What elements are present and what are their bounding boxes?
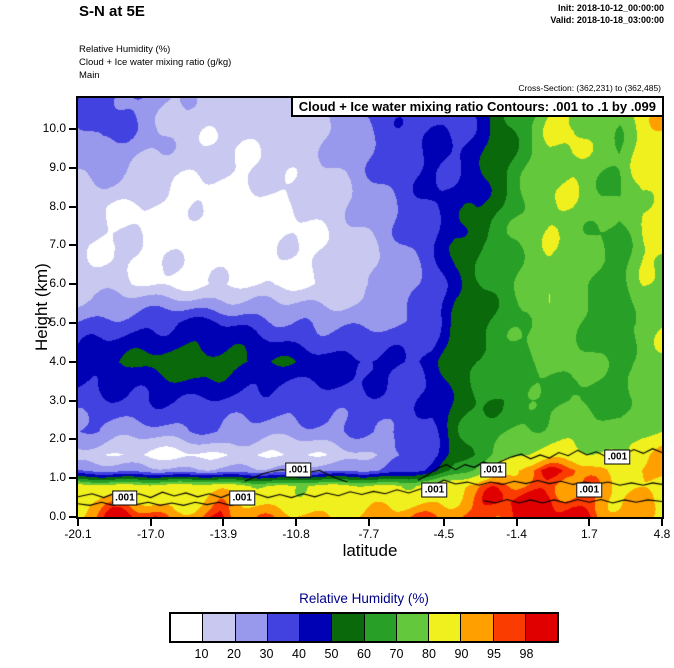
y-tick-label: 10.0 <box>42 121 66 136</box>
field-legend-block: Relative Humidity (%) Cloud + Ice water … <box>79 44 231 82</box>
x-tick-label: -4.5 <box>433 527 455 541</box>
colorbar-tick-label: 80 <box>422 647 436 661</box>
x-tick-mark <box>442 519 445 526</box>
y-tick-label: 1.0 <box>49 470 66 485</box>
colorbar-swatch <box>460 614 493 641</box>
x-tick-label: -10.8 <box>282 527 310 541</box>
colorbar-swatch <box>363 614 396 641</box>
x-tick-label: 1.7 <box>580 527 598 541</box>
valid-time: Valid: 2018-10-18_03:00:00 <box>550 14 664 25</box>
colorbar-swatch <box>524 614 557 641</box>
colorbar-swatch <box>492 614 525 641</box>
colorbar: Relative Humidity (%) 10 20 30 40 50 60 70 80 90… <box>169 591 559 663</box>
colorbar-swatch <box>428 614 461 641</box>
y-tick-label: 4.0 <box>49 353 66 368</box>
colorbar-tick-label: 95 <box>487 647 501 661</box>
y-tick-mark <box>69 166 76 169</box>
init-time: Init: 2018-10-12_00:00:00 <box>557 3 664 13</box>
y-tick-mark <box>69 205 76 208</box>
colorbar-swatches <box>169 612 559 643</box>
y-tick-mark <box>69 477 76 480</box>
x-tick-mark <box>149 519 152 526</box>
y-tick-mark <box>69 438 76 441</box>
colorbar-title: Relative Humidity (%) <box>299 591 429 606</box>
colorbar-tick-label: 60 <box>357 647 371 661</box>
rh-field-canvas <box>78 98 662 517</box>
cross-section-note: Cross-Section: (362,231) to (362,485) <box>518 83 661 93</box>
colorbar-swatch <box>234 614 267 641</box>
x-tick-mark <box>588 519 591 526</box>
colorbar-labels: 10 20 30 40 50 60 70 80 90 95 98 <box>169 647 559 663</box>
x-tick-mark <box>515 519 518 526</box>
colorbar-swatch <box>331 614 364 641</box>
colorbar-swatch <box>266 614 299 641</box>
x-tick-label: -7.7 <box>358 527 380 541</box>
contour-value-label: .001 <box>576 482 603 498</box>
y-tick-label: 2.0 <box>49 431 66 446</box>
y-tick-mark <box>69 322 76 325</box>
field-rh-label: Relative Humidity (%) <box>79 44 171 55</box>
y-tick-mark <box>69 128 76 131</box>
y-tick-mark <box>69 516 76 518</box>
init-valid-block: Init: 2018-10-12_00:00:00 Valid: 2018-10… <box>550 3 664 26</box>
y-tick-mark <box>69 283 76 286</box>
y-tick-mark <box>69 360 76 363</box>
contour-value-label: .001 <box>421 482 448 498</box>
y-tick-label: 0.0 <box>49 509 66 523</box>
colorbar-swatch <box>171 614 203 641</box>
y-tick-label: 9.0 <box>49 159 66 174</box>
x-tick-mark <box>222 519 225 526</box>
x-tick-label: -20.1 <box>64 527 92 541</box>
domain-label: Main <box>79 69 100 81</box>
colorbar-tick-label: 90 <box>454 647 469 661</box>
contour-value-label: .001 <box>285 462 312 478</box>
figure-title: S-N at 5E <box>79 3 145 20</box>
colorbar-tick-label: 20 <box>227 647 241 661</box>
x-tick-label: -13.9 <box>209 527 238 541</box>
y-tick-label: 8.0 <box>49 198 66 213</box>
contour-value-label: .001 <box>112 490 138 506</box>
colorbar-swatch <box>299 614 332 641</box>
plot-area: Cloud + Ice water mixing ratio Contours:… <box>32 96 670 560</box>
y-tick-label: 6.0 <box>49 276 66 291</box>
y-tick-label: 7.0 <box>49 237 66 252</box>
x-axis-title: latitude <box>342 541 398 560</box>
x-tick-mark <box>77 519 79 526</box>
x-tick-label: -17.0 <box>137 527 165 541</box>
colorbar-swatch <box>395 614 428 641</box>
contour-value-label: .001 <box>604 449 631 465</box>
x-tick-mark <box>367 519 370 526</box>
y-tick-mark <box>69 399 76 402</box>
colorbar-swatch <box>202 614 235 641</box>
contour-info-box: Cloud + Ice water mixing ratio Contours:… <box>290 96 664 117</box>
contour-value-label: .001 <box>480 462 506 478</box>
y-tick-mark <box>69 244 76 247</box>
colorbar-tick-label: 50 <box>324 647 339 661</box>
contour-value-label: .001 <box>229 490 255 506</box>
colorbar-tick-label: 98 <box>519 647 534 661</box>
colorbar-tick-label: 10 <box>194 647 209 661</box>
y-tick-label: 3.0 <box>49 392 66 407</box>
field-cloud-label: Cloud + Ice water mixing ratio (g/kg) <box>79 56 232 68</box>
x-tick-label: -1.4 <box>506 527 527 541</box>
colorbar-tick-label: 30 <box>259 647 274 661</box>
colorbar-tick-label: 70 <box>389 647 404 661</box>
x-tick-mark <box>295 519 298 526</box>
y-tick-label: 5.0 <box>49 315 66 330</box>
x-tick-mark <box>661 519 663 526</box>
x-tick-label: 4.8 <box>653 527 671 541</box>
colorbar-tick-label: 40 <box>292 647 306 661</box>
